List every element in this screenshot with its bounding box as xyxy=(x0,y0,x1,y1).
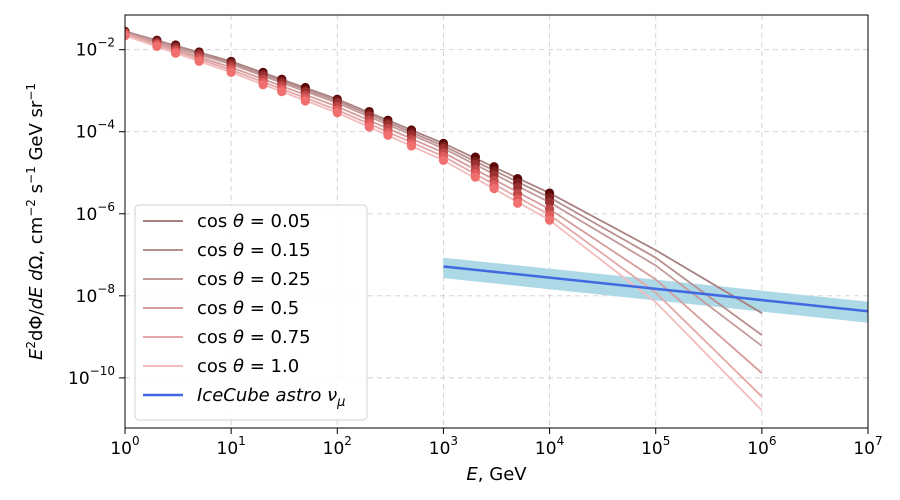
x-tick-label: 107 xyxy=(853,434,882,459)
data-point xyxy=(194,56,204,66)
data-point xyxy=(277,87,287,97)
data-point xyxy=(300,96,310,106)
data-point xyxy=(406,141,417,151)
x-tick-label: 102 xyxy=(323,434,352,459)
legend-label: IceCube astro νμ xyxy=(197,385,345,410)
y-tick-label: 10−6 xyxy=(76,200,115,225)
x-axis: 100 101 102 103 104 105 106 107 xyxy=(110,428,883,459)
legend-label: cos θ = 1.0 xyxy=(197,356,299,377)
icecube-uncertainty-band xyxy=(443,257,868,323)
data-point xyxy=(258,80,268,90)
data-point xyxy=(332,108,342,118)
legend-label: cos θ = 0.05 xyxy=(197,211,311,232)
data-point xyxy=(125,31,130,41)
plot-area xyxy=(125,26,868,412)
x-axis-label: E, GeV xyxy=(466,464,527,485)
y-tick-label: 10−2 xyxy=(76,36,115,61)
data-point xyxy=(364,122,374,132)
x-tick-label: 100 xyxy=(110,434,139,459)
data-point xyxy=(489,184,499,194)
x-tick-label: 105 xyxy=(641,434,670,459)
x-tick-label: 103 xyxy=(429,434,458,459)
y-axis: 10−10 10−8 10−6 10−4 10−2 xyxy=(68,36,125,389)
data-point xyxy=(152,41,162,52)
legend-label: cos θ = 0.25 xyxy=(197,269,311,290)
legend-label: cos θ = 0.15 xyxy=(197,240,311,261)
legend: cos θ = 0.05 cos θ = 0.15 cos θ = 0.25 cos … xyxy=(134,204,368,421)
data-point xyxy=(544,197,555,207)
data-point xyxy=(513,198,523,208)
legend-label: cos θ = 0.75 xyxy=(197,327,311,348)
data-point xyxy=(226,67,236,77)
y-tick-label: 10−4 xyxy=(76,118,115,143)
data-point xyxy=(383,130,393,140)
data-point xyxy=(171,48,181,58)
data-point xyxy=(470,172,480,182)
plot-frame xyxy=(124,14,869,429)
legend-label: cos θ = 0.5 xyxy=(197,298,299,319)
y-axis-label: E2dΦ/dE dΩ, cm−2 s−1 GeV sr−1 xyxy=(24,83,47,360)
x-tick-label: 104 xyxy=(535,434,564,459)
y-tick-label: 10−10 xyxy=(68,364,115,389)
legend-box xyxy=(134,204,368,421)
data-point xyxy=(544,215,555,225)
y-tick-label: 10−8 xyxy=(76,282,115,307)
data-point xyxy=(438,155,449,165)
x-tick-label: 101 xyxy=(217,434,246,459)
series-line-6 xyxy=(443,265,868,313)
x-tick-label: 106 xyxy=(747,434,776,459)
